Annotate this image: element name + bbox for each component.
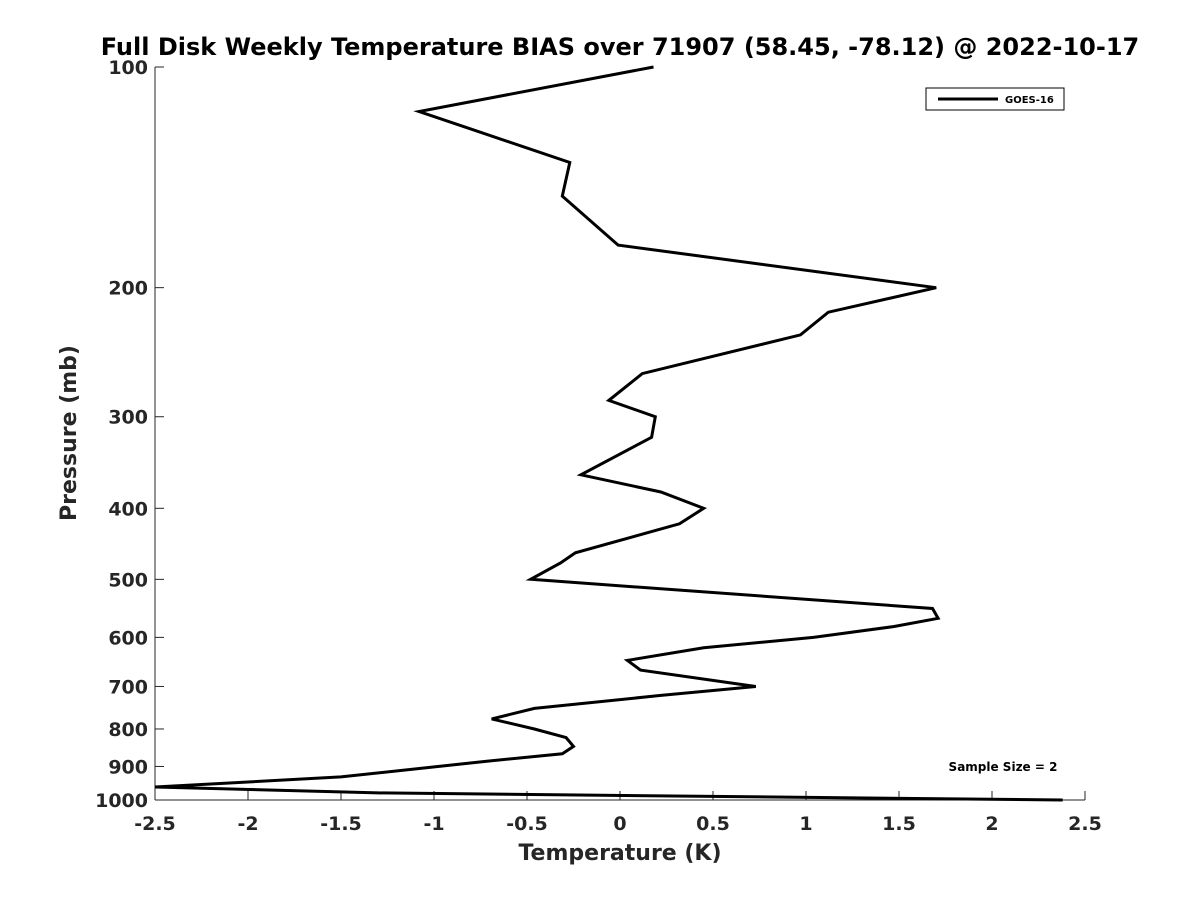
chart-title: Full Disk Weekly Temperature BIAS over 7… — [101, 33, 1140, 61]
y-tick-label: 600 — [108, 627, 148, 649]
y-tick-label: 900 — [108, 756, 148, 778]
y-tick-label: 700 — [108, 676, 148, 698]
plot-area — [155, 67, 1085, 800]
x-tick-label: 0 — [613, 813, 626, 835]
x-tick-label: -1.5 — [320, 813, 362, 835]
x-tick-label: 0.5 — [696, 813, 730, 835]
y-tick-label: 500 — [108, 569, 148, 591]
y-tick-label: 800 — [108, 719, 148, 741]
x-tick-label: -2.5 — [134, 813, 176, 835]
x-tick-label: -2 — [237, 813, 258, 835]
series-line-goes-16 — [154, 65, 1063, 802]
x-axis-label: Temperature (K) — [518, 841, 721, 866]
x-tick-label: -1 — [423, 813, 444, 835]
x-tick-label: 2 — [985, 813, 998, 835]
sample-size-annotation: Sample Size = 2 — [949, 760, 1058, 774]
y-axis-label: Pressure (mb) — [57, 345, 82, 521]
y-tick-label: 100 — [108, 57, 148, 79]
x-tick-label: 1.5 — [882, 813, 916, 835]
y-tick-label: 200 — [108, 278, 148, 300]
x-tick-label: 2.5 — [1068, 813, 1102, 835]
axes: -2.5 -2 -1.5 -1 -0.5 0 0.5 1 1.5 2 2.5 100 200 300 400… — [95, 57, 1102, 835]
x-tick-label: 1 — [799, 813, 812, 835]
y-tick-label: 300 — [108, 407, 148, 429]
x-tick-label: -0.5 — [506, 813, 548, 835]
legend-entry-goes-16: GOES-16 — [1005, 95, 1054, 106]
y-tick-label: 400 — [108, 498, 148, 520]
series-layer — [154, 65, 1063, 802]
y-tick-label: 1000 — [95, 790, 148, 812]
legend: GOES-16 — [925, 87, 1065, 111]
